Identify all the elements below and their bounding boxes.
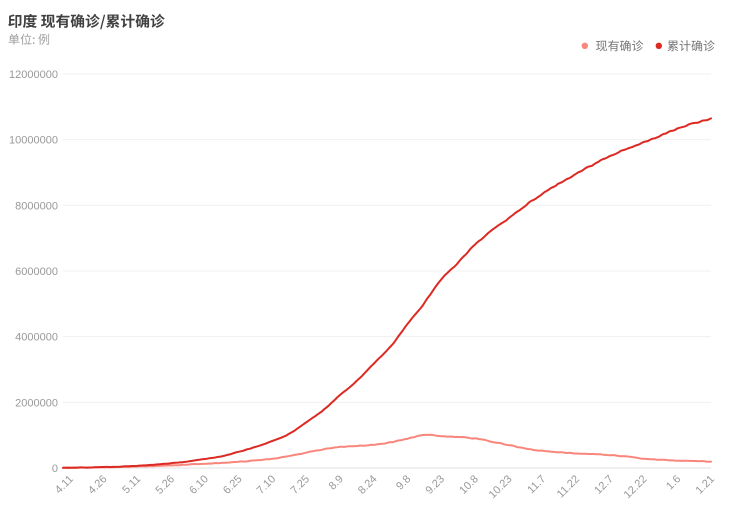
svg-text:0: 0 <box>52 463 58 475</box>
svg-text:2000000: 2000000 <box>15 397 58 409</box>
svg-text:8000000: 8000000 <box>15 200 58 212</box>
svg-text:12000000: 12000000 <box>9 69 58 81</box>
svg-text:4000000: 4000000 <box>15 332 58 344</box>
svg-text:10000000: 10000000 <box>9 135 58 147</box>
svg-text:6000000: 6000000 <box>15 266 58 278</box>
